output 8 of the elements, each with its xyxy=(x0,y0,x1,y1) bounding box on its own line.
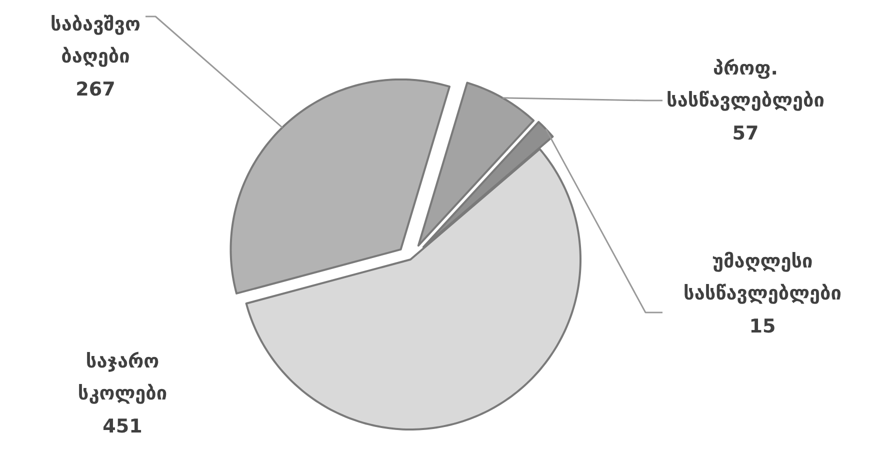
data-label: 267 xyxy=(76,78,116,100)
data-label: 15 xyxy=(749,316,776,338)
slice-label: უმაღლესი სასწავლებლები xyxy=(684,250,842,304)
data-label: 57 xyxy=(732,122,759,144)
data-label: 451 xyxy=(102,416,142,438)
slice-label: საბავშვო ბაღები xyxy=(50,14,140,68)
slice-label: საჯარო სკოლები xyxy=(78,350,168,404)
slice-label: პროფ. სასწავლებლები xyxy=(666,58,824,112)
